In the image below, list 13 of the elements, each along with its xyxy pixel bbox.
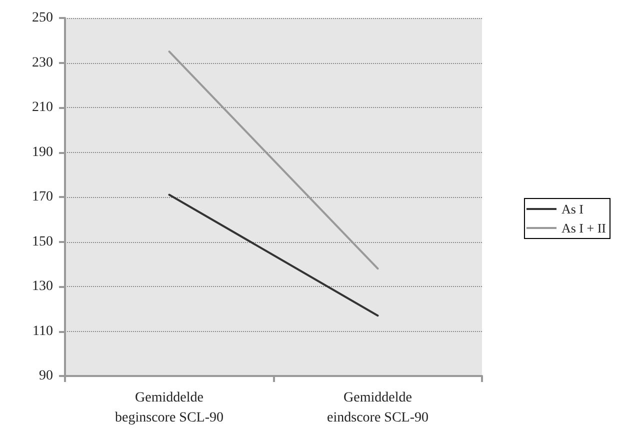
y-tick-label: 130 [32,279,53,294]
y-tick-label: 170 [32,190,53,204]
legend-label: As I + II [561,220,606,236]
y-tick-label: 230 [32,55,53,70]
y-tick-label: 150 [32,234,53,250]
y-tick-label: 190 [32,144,53,160]
x-tick-label: Gemiddelde eindscore SCL-90 [327,390,428,426]
y-tick-label: 250 [32,10,53,26]
y-tick-label: 110 [32,324,53,339]
y-tick-label: 90 [39,368,53,384]
legend-label: As I [561,202,584,216]
x-tick-label: Gemiddelde beginscore SCL-90 [115,390,224,426]
y-tick-label: 210 [32,100,53,115]
